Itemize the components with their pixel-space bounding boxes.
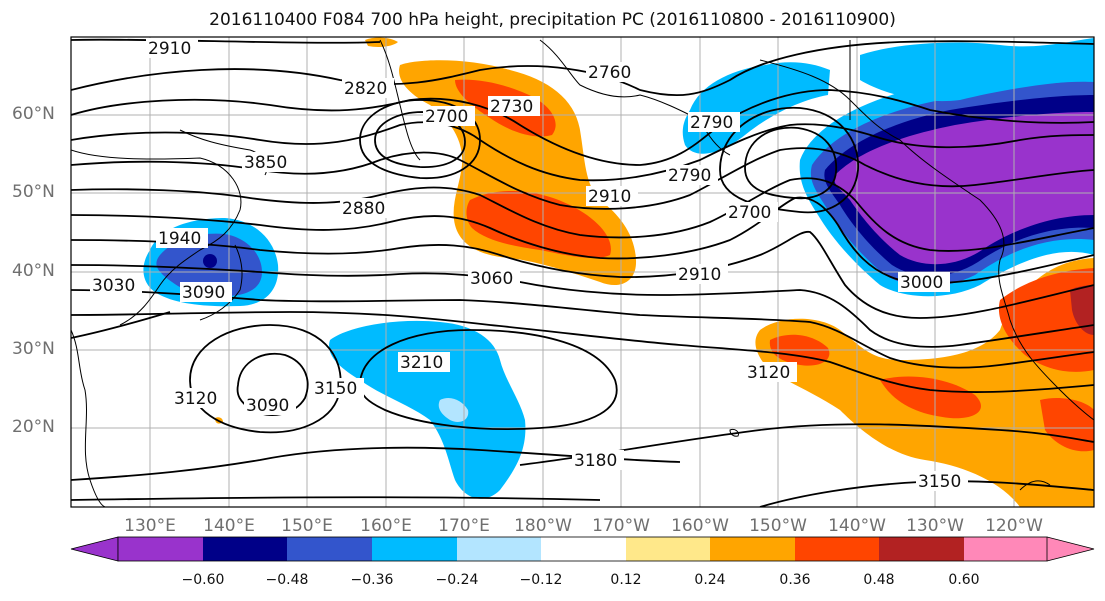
- contour-label: 2910: [588, 187, 631, 207]
- contour-label: 2760: [588, 63, 631, 83]
- neg-region-central-pacific: [329, 320, 526, 499]
- lon-label: 130°W: [906, 516, 964, 536]
- lon-label: 130°E: [124, 516, 176, 536]
- lat-label: 30°N: [12, 339, 55, 359]
- contour-label: 2700: [425, 107, 468, 127]
- contour-label: 3060: [470, 269, 513, 289]
- contour-label: 3150: [918, 472, 961, 492]
- contour-label: 3210: [400, 353, 443, 373]
- contour-label: 3090: [182, 283, 225, 303]
- colorbar-tick-label: −0.12: [519, 572, 563, 588]
- colorbar-segment: [203, 537, 287, 561]
- colorbar-tick-label: −0.48: [265, 572, 309, 588]
- lon-label: 150°E: [281, 516, 333, 536]
- colorbar-segment: [541, 537, 626, 561]
- lon-label: 170°W: [592, 516, 650, 536]
- colorbar-segment: [118, 537, 203, 561]
- colorbar-segment: [626, 537, 710, 561]
- colorbar-segment: [879, 537, 964, 561]
- contour-label-layer: 2910 2820 2700 2730 2760 2790 3850 2880 …: [90, 38, 968, 492]
- colorbar-tick-label: −0.36: [350, 572, 394, 588]
- contour-label: 3180: [574, 451, 617, 471]
- contour-label: 3850: [244, 153, 287, 173]
- colorbar-segment: [795, 537, 879, 561]
- contour-label: 3090: [246, 396, 289, 416]
- contour-label: 2700: [728, 203, 771, 223]
- colorbar-tick-label: −0.60: [181, 572, 225, 588]
- contour-label: 2730: [490, 97, 533, 117]
- colorbar-segment: [287, 537, 372, 561]
- contour-label: 2910: [678, 265, 721, 285]
- contour-label: 3150: [314, 379, 357, 399]
- contour-label: 2790: [668, 166, 711, 186]
- colorbar-segment: [372, 537, 457, 561]
- lat-label: 40°N: [12, 261, 55, 281]
- colorbar-tick-label: 0.48: [863, 572, 895, 588]
- colorbar-tick-label: 0.24: [694, 572, 726, 588]
- contour-label: 2820: [344, 79, 387, 99]
- contour-label: 3030: [92, 276, 135, 296]
- colorbar-segment: [457, 537, 541, 561]
- contour-label: 3120: [174, 389, 217, 409]
- colorbar-tick-label: 0.12: [610, 572, 642, 588]
- map-title: 2016110400 F084 700 hPa height, precipit…: [209, 10, 896, 30]
- colorbar-max-extension: [964, 537, 1094, 561]
- colorbar-tick-label: 0.36: [779, 572, 811, 588]
- colorbar-min-extension: [70, 536, 119, 562]
- colorbar-tick-label: −0.24: [435, 572, 479, 588]
- lon-label: 140°W: [828, 516, 886, 536]
- contour-label: 2880: [342, 199, 385, 219]
- lat-label: 20°N: [12, 417, 55, 437]
- lon-label: 120°W: [985, 516, 1043, 536]
- lon-label: 150°W: [749, 516, 807, 536]
- lat-label: 50°N: [12, 182, 55, 202]
- lat-label: 60°N: [12, 104, 55, 124]
- lon-label: 160°E: [360, 516, 412, 536]
- contour-label: 2790: [690, 113, 733, 133]
- colorbar-tick-label: 0.60: [948, 572, 980, 588]
- contour-label: 2910: [148, 39, 191, 59]
- map-frame: [70, 36, 1095, 508]
- contour-label: 3000: [900, 273, 943, 293]
- colorbar: [70, 536, 1095, 562]
- lon-label: 160°W: [671, 516, 729, 536]
- lon-label: 170°E: [438, 516, 490, 536]
- contour-label: 1940: [158, 229, 201, 249]
- lon-label: 180°W: [514, 516, 572, 536]
- contour-label: 3120: [747, 363, 790, 383]
- height-contours: [71, 38, 1094, 507]
- colorbar-segment: [710, 537, 795, 561]
- lon-label: 140°E: [203, 516, 255, 536]
